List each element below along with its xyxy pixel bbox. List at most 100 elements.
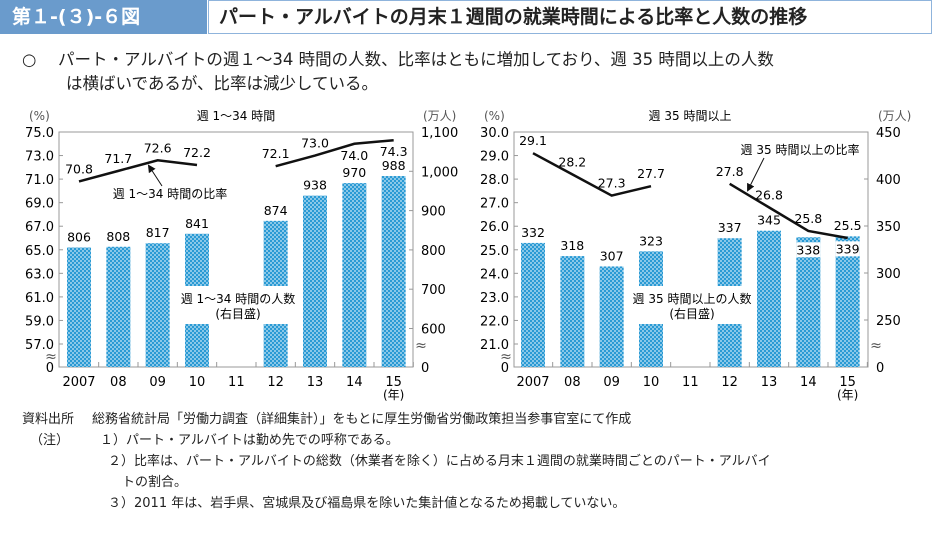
line-data-label: 29.1 <box>519 133 547 148</box>
bar <box>106 246 131 367</box>
summary-line2: は横ばいであるが、比率は減少している。 <box>66 74 379 93</box>
line-data-label: 74.0 <box>340 148 368 163</box>
bar-data-label: 988 <box>382 158 406 173</box>
bar-data-label: 938 <box>303 178 327 193</box>
axis-break-icon: ≈ <box>45 349 57 365</box>
line-series-label: 週 1～34 時間の比率 <box>113 186 228 201</box>
bar <box>381 176 406 367</box>
bar-data-label: 345 <box>757 213 781 228</box>
x-tick-label: 14 <box>800 375 817 390</box>
left-tick-label: 26.0 <box>480 220 509 235</box>
left-tick-label: 65.0 <box>25 244 54 259</box>
note-item: ２）比率は、パート・アルバイトの総数（休業者を除く）に占める月末１週間の就業時間… <box>108 454 771 469</box>
note-label: （注） <box>30 433 70 448</box>
note-item: １）パート・アルバイトは勤め先での呼称である。 <box>100 433 399 448</box>
bar-data-label: 808 <box>106 229 130 244</box>
line-data-label: 27.8 <box>716 164 744 179</box>
left-tick-label: 29.0 <box>480 150 509 165</box>
left-tick-label: 23.0 <box>480 291 509 306</box>
bar-data-label: 332 <box>521 225 545 240</box>
line-data-label: 27.7 <box>637 166 665 181</box>
right-tick-label: 300 <box>876 267 901 282</box>
line-data-label: 70.8 <box>65 161 93 176</box>
line-data-label: 72.1 <box>262 146 290 161</box>
bar-data-label: 339 <box>836 241 860 256</box>
bar-data-label: 318 <box>560 238 584 253</box>
left-tick-label: 27.0 <box>480 197 509 212</box>
line-data-label: 25.8 <box>794 211 822 226</box>
x-tick-label: 2007 <box>516 375 549 390</box>
bar-data-label: 874 <box>264 203 288 218</box>
right-tick-label: 400 <box>876 173 901 188</box>
bar-label-bg <box>796 242 821 258</box>
x-tick-label: 13 <box>307 375 324 390</box>
bar <box>145 243 170 367</box>
x-axis-unit: (年) <box>383 388 404 402</box>
x-tick-label: 09 <box>603 375 620 390</box>
note-item: ３）2011 年は、岩手県、宮城県及び福島県を除いた集計値となるため掲載していな… <box>108 496 626 511</box>
figure-number: 第１-(３)-６図 <box>0 0 207 34</box>
bullet-icon: ○ <box>22 50 37 69</box>
bar-label-bg <box>835 241 860 257</box>
line-series <box>532 152 652 197</box>
x-tick-label: 10 <box>189 375 206 390</box>
x-tick-label: 12 <box>721 375 738 390</box>
bar-data-label: 323 <box>639 233 663 248</box>
bar-series-label-bg <box>633 286 751 324</box>
bar <box>599 266 624 367</box>
x-tick-label: 10 <box>643 375 660 390</box>
right-tick-label: 600 <box>421 323 446 338</box>
right-tick-label: 0 <box>876 361 884 376</box>
right-tick-label: 900 <box>421 205 446 220</box>
arrow-icon <box>747 157 765 192</box>
arrow-icon <box>147 164 163 187</box>
bar <box>67 247 91 367</box>
chart-title: 週 1～34 時間 <box>197 109 276 123</box>
left-tick-label: 59.0 <box>25 314 54 329</box>
left-tick-label: 22.0 <box>480 314 509 329</box>
axis-break-icon: ≈ <box>500 349 512 365</box>
left-tick-label: 0 <box>501 361 509 376</box>
left-tick-label: 73.0 <box>25 150 54 165</box>
x-tick-label: 15 <box>839 375 856 390</box>
bar-series-sublabel: (右目盛) <box>215 306 260 321</box>
x-tick-label: 13 <box>761 375 778 390</box>
line-series-label: 週 35 時間以上の比率 <box>741 142 860 157</box>
right-axis-unit: (万人) <box>423 109 456 123</box>
bar <box>342 183 367 367</box>
line-data-label: 27.3 <box>598 176 626 191</box>
summary: ○ パート・アルバイトの週１～34 時間の人数、比率はともに増加しており、週 35… <box>22 48 922 96</box>
left-tick-label: 61.0 <box>25 291 54 306</box>
x-tick-label: 11 <box>228 375 245 390</box>
right-tick-label: 1,000 <box>421 165 458 180</box>
left-tick-label: 71.0 <box>25 173 54 188</box>
line-data-label: 71.7 <box>104 151 132 166</box>
left-tick-label: 63.0 <box>25 267 54 282</box>
right-tick-label: 1,100 <box>421 126 458 141</box>
summary-line1: パート・アルバイトの週１～34 時間の人数、比率はともに増加しており、週 35 … <box>58 50 774 69</box>
bar-data-label: 307 <box>600 248 624 263</box>
right-tick-label: 0 <box>421 361 429 376</box>
x-tick-label: 2007 <box>62 375 95 390</box>
source-text: 総務省統計局「労働力調査（詳細集計）」をもとに厚生労働省労働政策担当参事官室にて… <box>92 412 632 427</box>
x-axis-unit: (年) <box>837 388 858 402</box>
bar <box>796 237 821 367</box>
axis-break-icon: ≈ <box>415 338 427 354</box>
x-tick-label: 15 <box>385 375 402 390</box>
left-tick-label: 25.0 <box>480 244 509 259</box>
left-axis-unit: (%) <box>484 109 505 123</box>
right-tick-label: 250 <box>876 314 901 329</box>
bar-data-label: 841 <box>185 216 209 231</box>
line-data-label: 72.2 <box>183 145 211 160</box>
bar-series-label: 週 35 時間以上の人数 <box>633 291 752 306</box>
bar <box>835 236 860 367</box>
note-item: トの割合。 <box>122 475 188 490</box>
left-tick-label: 30.0 <box>480 126 509 141</box>
left-tick-label: 75.0 <box>25 126 54 141</box>
right-tick-label: 800 <box>421 244 446 259</box>
line-data-label: 25.5 <box>834 218 862 233</box>
bar <box>303 195 327 367</box>
x-tick-label: 08 <box>110 375 127 390</box>
line-series <box>78 158 198 183</box>
